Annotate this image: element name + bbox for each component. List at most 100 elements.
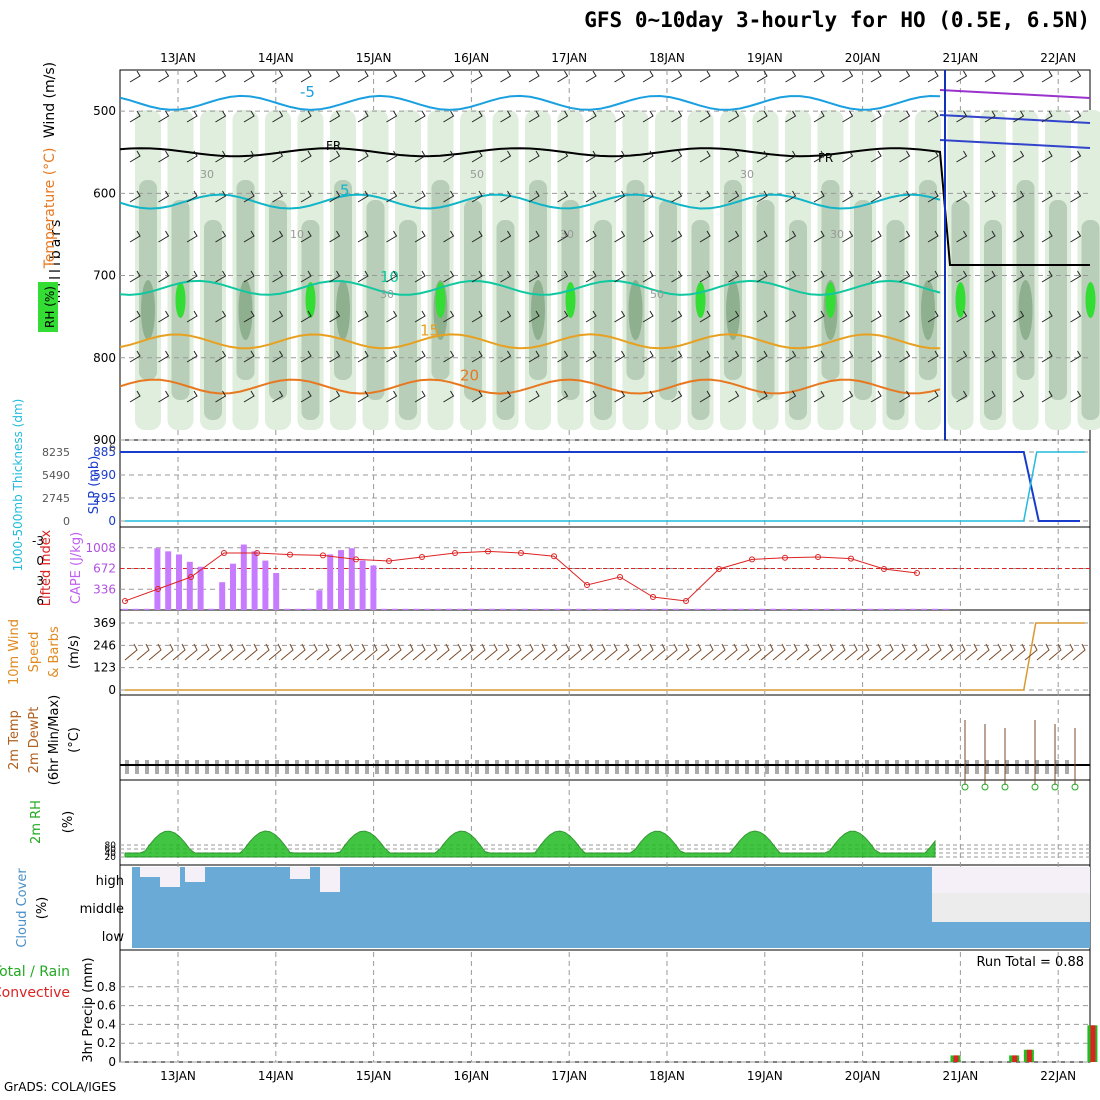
slp-axis-title: SLP (mb) (87, 456, 102, 515)
upper-wind-barb (728, 350, 740, 363)
wind-barb (988, 643, 1002, 661)
upper-wind-barb (329, 390, 341, 403)
upper-wind-barb (215, 310, 227, 323)
wind-tick-label: 123 (93, 661, 116, 675)
wind-barb (376, 643, 390, 661)
rh-shade-dark (336, 280, 350, 340)
freezing-level-line (119, 147, 1090, 266)
temp2m-bar (145, 760, 149, 774)
upper-wind-barb (984, 230, 996, 243)
upper-wind-barb (813, 390, 825, 403)
upper-wind-barb (1070, 270, 1082, 283)
cape-bar (413, 608, 420, 610)
upper-wind-barb (899, 110, 911, 123)
temp2m-bar (615, 760, 619, 774)
upper-wind-barb (386, 270, 398, 283)
wind-barb (796, 643, 810, 661)
temp2m-bar (825, 760, 829, 774)
wind-barb (904, 643, 918, 661)
cape-bar (370, 565, 377, 610)
upper-wind-barb (956, 110, 968, 123)
temp2m-axis-title: 2m DewPt (27, 707, 42, 774)
rh-shade-mid (269, 200, 287, 400)
rh-shade-dark (141, 280, 155, 340)
cape-bar (478, 608, 485, 610)
wind-barb (676, 643, 690, 661)
upper-wind-barb (813, 310, 825, 323)
upper-wind-barb (243, 390, 255, 403)
upper-wind-barb (272, 350, 284, 363)
wind-barb (244, 643, 258, 661)
upper-wind-barb (984, 150, 996, 163)
wind-barb (592, 643, 606, 661)
temp2m-bar (385, 760, 389, 774)
wind-barb (832, 643, 846, 661)
cape-bar (597, 608, 604, 610)
precip-axis-title: 3hr Precip (mm) (81, 957, 96, 1062)
temperature-contour-line (119, 279, 941, 296)
temperature-contour-label: 10 (380, 268, 399, 286)
lifted-tick-label: 3 (36, 574, 44, 588)
wind-barb (964, 643, 978, 661)
upper-wind-barb (471, 270, 483, 283)
upper-wind-barb (699, 270, 711, 283)
cape-bar (489, 608, 496, 610)
wind-barb (388, 643, 402, 661)
upper-wind-barb (870, 270, 882, 283)
upper-wind-barb (329, 270, 341, 283)
precip-convective-bar (1012, 1055, 1018, 1062)
upper-wind-barb (129, 150, 141, 163)
temp2m-bar (495, 760, 499, 774)
upper-wind-barb (471, 190, 483, 203)
x-tick-label-bottom: 15JAN (356, 1069, 392, 1083)
upper-wind-barb (215, 110, 227, 123)
wind-barb (316, 643, 330, 661)
precip-legend-convective: Convective (0, 985, 70, 1001)
temp2m-bar (635, 760, 639, 774)
upper-wind-barb (215, 270, 227, 283)
upper-wind-barb (386, 310, 398, 323)
upper-wind-barb (1070, 350, 1082, 363)
wind-barb (700, 643, 714, 661)
upper-wind-barb (1013, 190, 1025, 203)
x-tick-label-bottom: 18JAN (649, 1069, 685, 1083)
upper-wind-barb (870, 110, 882, 123)
wind-barb (556, 643, 570, 661)
upper-wind-barb (699, 110, 711, 123)
upper-wind-barb (870, 390, 882, 403)
upper-wind-barb (870, 230, 882, 243)
upper-wind-barb (557, 110, 569, 123)
wind-barb (208, 643, 222, 661)
upper-wind-barb (186, 350, 198, 363)
upper-wind-barb (300, 190, 312, 203)
upper-wind-barb (272, 310, 284, 323)
upper-wind-barb (699, 230, 711, 243)
cape-bar (888, 608, 895, 610)
temp2m-bar (545, 760, 549, 774)
rh-shade-bright (565, 282, 576, 318)
thickness-tick-label: 0 (63, 515, 70, 528)
wind-barb (460, 643, 474, 661)
wind-barb (436, 643, 450, 661)
upper-wind-barb (899, 350, 911, 363)
precip-tick-label: 0.4 (97, 1017, 116, 1031)
wind-barb (136, 643, 150, 661)
upper-wind-barb (642, 150, 654, 163)
rh-legend-swatch (38, 282, 58, 332)
temp2m-bar (765, 760, 769, 774)
temp2m-bar (1065, 760, 1069, 774)
x-tick-label-bottom: 20JAN (845, 1069, 881, 1083)
wind-barb (220, 643, 234, 661)
upper-wind-barb (443, 390, 455, 403)
upper-wind-barb (528, 110, 540, 123)
upper-wind-barb (785, 110, 797, 123)
temp2m-bar (935, 760, 939, 774)
upper-wind-barb (956, 390, 968, 403)
wind-axis-title: Speed (27, 632, 42, 673)
upper-wind-barb (585, 230, 597, 243)
temp2m-bar (595, 760, 599, 774)
temp2m-bar (205, 760, 209, 774)
upper-wind-barb (671, 310, 683, 323)
upper-wind-barb (899, 270, 911, 283)
upper-wind-barb (215, 70, 227, 83)
